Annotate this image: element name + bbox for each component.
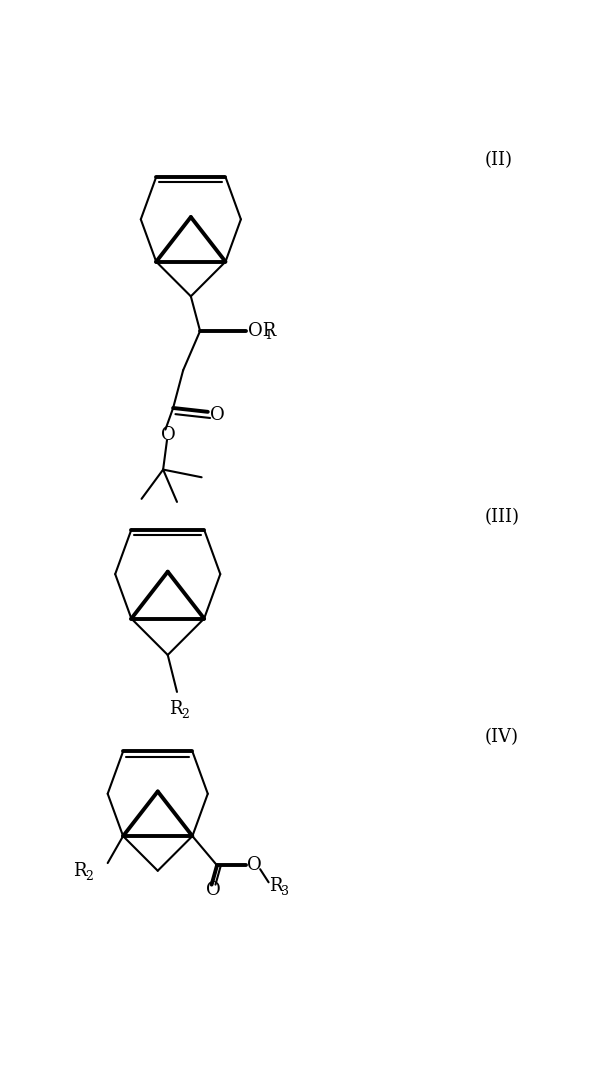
Text: (IV): (IV)	[485, 728, 519, 746]
Text: O: O	[247, 856, 262, 875]
Text: R: R	[268, 877, 282, 895]
Text: O: O	[161, 425, 175, 444]
Text: O: O	[210, 406, 225, 424]
Text: OR: OR	[248, 322, 276, 340]
Text: 2: 2	[182, 708, 189, 721]
Text: 3: 3	[281, 885, 289, 898]
Text: 1: 1	[264, 330, 272, 342]
Text: O: O	[206, 881, 221, 899]
Text: (II): (II)	[485, 151, 513, 169]
Text: (III): (III)	[485, 508, 520, 526]
Text: R: R	[169, 700, 183, 718]
Text: 2: 2	[86, 869, 93, 883]
Text: R: R	[73, 862, 87, 880]
